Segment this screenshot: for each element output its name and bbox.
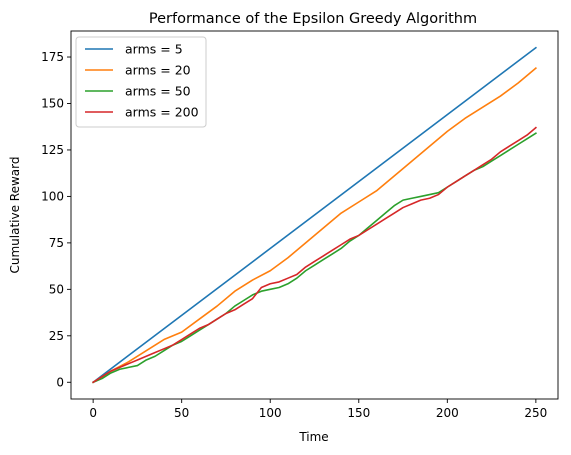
x-tick-label: 50 (174, 406, 189, 420)
legend: arms = 5 arms = 20 arms = 50 arms = 200 (75, 36, 207, 128)
legend-label-1: arms = 20 (125, 63, 191, 78)
y-tick-label: 150 (41, 96, 64, 110)
legend-label-2: arms = 50 (125, 84, 191, 99)
y-axis-label: Cumulative Reward (8, 157, 22, 274)
y-tick-label: 75 (49, 236, 64, 250)
series-lines (92, 46, 537, 384)
legend-label-0: arms = 5 (125, 42, 183, 57)
y-tick-label: 125 (41, 143, 64, 157)
x-tick-label: 0 (89, 406, 97, 420)
y-axis-ticks: 0 25 50 75 100 125 150 175 (41, 50, 71, 389)
y-tick-label: 25 (49, 329, 64, 343)
x-tick-label: 200 (436, 406, 459, 420)
series-line-1 (92, 67, 537, 384)
legend-label-3: arms = 200 (125, 105, 199, 120)
x-axis-ticks: 0 50 100 150 200 250 (89, 399, 547, 420)
y-tick-label: 100 (41, 189, 64, 203)
x-tick-label: 100 (259, 406, 282, 420)
plot-frame (70, 30, 559, 400)
y-tick-label: 175 (41, 50, 64, 64)
x-tick-label: 250 (524, 406, 547, 420)
y-tick-label: 0 (56, 375, 64, 389)
legend-box (75, 36, 207, 128)
chart-title: Performance of the Epsilon Greedy Algori… (149, 11, 477, 27)
y-tick-label: 50 (49, 282, 64, 296)
series-line-3 (92, 126, 537, 384)
x-axis-label: Time (298, 430, 328, 444)
x-tick-label: 150 (347, 406, 370, 420)
series-line-0 (92, 46, 537, 384)
